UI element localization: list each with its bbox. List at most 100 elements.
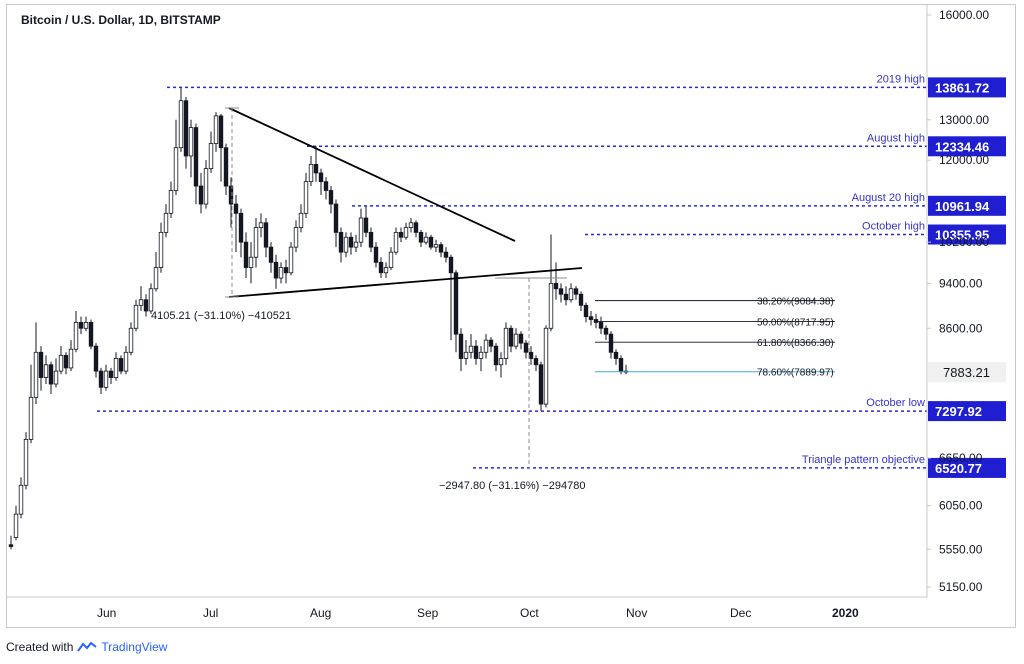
candle-body [373,246,379,263]
candle-body [53,370,59,385]
candle-body [13,513,19,538]
candle-body [528,351,534,359]
candle-body [588,316,594,320]
price-box-label: 13861.72 [935,80,989,95]
candle-body [548,282,554,329]
price-box-label: 7297.92 [935,404,982,419]
candle-body [568,288,574,301]
candle-body [423,236,429,243]
tradingview-brand[interactable]: TradingView [101,640,168,654]
candle-body [603,327,609,335]
candle-body [383,267,389,274]
candle-body [448,256,454,274]
candle-body [283,267,289,274]
candle-body [93,345,99,372]
candle-body [313,163,319,174]
candle-body [218,115,224,149]
y-tick-label: 8600.00 [939,321,983,335]
price-box-label: 12334.46 [935,139,989,154]
candle-body [498,358,504,366]
candle-body [518,333,524,344]
candle-body [158,231,164,268]
price-box-label: 6520.77 [935,461,982,476]
candle-body [68,348,74,369]
price-box-label: 10961.94 [935,199,990,214]
candle-body [328,190,334,205]
candle-body [393,231,399,253]
candle-body [288,246,294,274]
candle-body [28,396,34,440]
candle-body [598,322,604,329]
candle-body [233,203,239,214]
created-with-text: Created with [6,640,74,654]
candle-body [353,241,359,248]
candle-body [608,333,614,353]
candle-body [58,354,64,372]
price-box [928,136,1006,157]
candle-body [293,227,299,248]
candle-body [403,227,409,238]
y-tick-label: 9400.00 [939,276,983,290]
candle-body [473,345,479,359]
footer: Created with TradingView [6,640,167,654]
candlestick-chart: 2019 high 13861.72 August high 12334.46 Augu… [7,5,1006,620]
candle-body [268,246,274,263]
level-label: 2019 high [877,73,925,85]
candle-body [323,181,329,191]
candle-body [513,333,519,347]
candle-body [248,256,254,268]
candle-body [618,358,624,372]
candle-body [408,222,414,228]
candle-body [338,231,344,253]
fib-label: 38.20%(9084.38) [757,297,834,308]
candle-body [173,147,179,191]
y-tick-label: 6650.00 [939,451,983,465]
candle-body [8,544,14,547]
level-label: August high [867,132,925,144]
measure-label: 4105.21 (−31.10%) −410521 [151,310,291,322]
candle-body [148,288,154,312]
candle-body [23,438,29,486]
candle-body [63,354,69,369]
candle-body [348,236,354,248]
x-tick-label: Jul [203,606,218,620]
candle-body [493,345,499,366]
fib-label: 61.80%(8366.30) [757,338,834,349]
last-price-box [928,362,1006,383]
candle-body [398,231,404,238]
candle-body [98,370,104,388]
candle-body [223,147,229,187]
price-box [928,224,1006,245]
candle-body [413,222,419,233]
candle-body [613,351,619,359]
candle-body [43,364,49,378]
level-label: October low [866,397,925,409]
y-tick-label: 5150.00 [939,580,983,594]
price-box [928,457,1006,478]
candle-body [243,241,249,268]
candle-body [18,484,24,515]
x-tick-label: Nov [626,606,647,620]
candle-body [253,227,259,258]
candle-body [343,236,349,253]
candle-body [508,327,514,347]
y-tick-label: 12000.00 [939,153,989,167]
price-box [928,195,1006,216]
candle-body [533,358,539,366]
y-tick-label: 10200.00 [939,235,989,249]
candle-body [113,358,119,378]
candle-body [523,342,529,353]
candle-body [108,370,114,378]
candle-body [573,288,579,295]
candle-body [453,272,459,335]
chart-title: Bitcoin / U.S. Dollar, 1D, BITSTAMP [21,13,221,27]
candle-body [143,299,149,312]
candle-body [438,244,444,253]
candle-body [263,222,269,248]
candle-body [273,261,279,279]
candle-body [418,231,424,243]
y-tick-label: 16000.00 [939,8,989,22]
measure-label: −2947.80 (−31.16%) −294780 [439,480,586,492]
candle-body [563,293,569,301]
price-box [928,77,1006,98]
